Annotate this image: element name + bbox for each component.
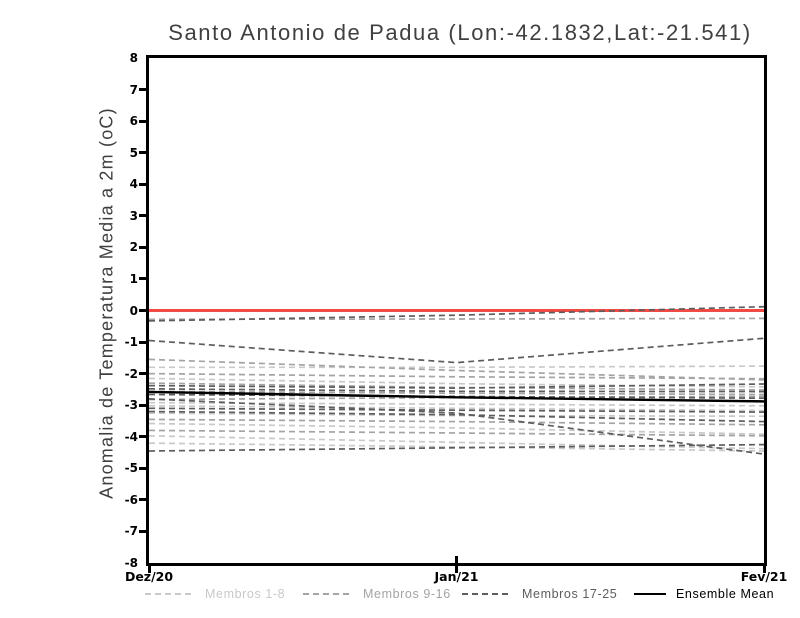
y-tick-label: -8 [124, 556, 138, 570]
y-tick-mark [139, 182, 148, 186]
chart-title: Santo Antonio de Padua (Lon:-42.1832,Lat… [168, 20, 752, 45]
legend-label: Membros 1-8 [205, 587, 286, 601]
legend-label: Ensemble Mean [676, 587, 775, 601]
y-tick-label: -3 [124, 398, 138, 413]
y-tick-mark [139, 372, 148, 376]
member-line [149, 393, 764, 400]
y-tick-mark [139, 214, 148, 218]
x-inner-tick [455, 556, 458, 563]
member-line [149, 422, 764, 436]
legend-label: Membros 9-16 [363, 587, 451, 601]
y-tick-label: -4 [124, 429, 138, 444]
member-line [149, 418, 764, 426]
y-tick-mark [139, 340, 148, 344]
y-tick-label: -7 [124, 524, 138, 539]
y-tick-mark [139, 435, 148, 439]
member-line [149, 442, 764, 452]
y-tick-label: -2 [124, 366, 138, 381]
plot-area [146, 55, 767, 566]
y-tick-label: 4 [129, 177, 138, 192]
dashed-line-sample-icon [462, 593, 512, 595]
x-tick-mark [147, 566, 151, 573]
member-line [149, 410, 764, 423]
y-tick-mark [139, 277, 148, 281]
legend-item-membros-9-16: Membros 9-16 [303, 587, 451, 601]
x-tick-label: Fev/21 [740, 569, 788, 584]
member-line [149, 390, 764, 396]
x-tick-label: Jan/21 [434, 569, 479, 584]
member-line [149, 398, 764, 455]
dashed-line-sample-icon [145, 593, 195, 595]
y-tick-label: -6 [124, 492, 138, 507]
member-line [149, 387, 764, 393]
member-line [149, 429, 764, 437]
y-tick-mark [139, 309, 148, 312]
dashed-line-sample-icon [303, 593, 353, 595]
member-line [149, 412, 764, 418]
member-line [149, 404, 764, 412]
member-line [149, 383, 764, 389]
y-tick-label: 0 [129, 303, 138, 318]
y-tick-mark [139, 245, 148, 249]
y-tick-label: 3 [129, 208, 138, 223]
member-line [149, 443, 764, 452]
member-line [149, 305, 764, 322]
legend-item-membros-17-25: Membros 17-25 [462, 587, 617, 601]
y-tick-label: 2 [129, 240, 138, 255]
member-line [149, 407, 764, 413]
y-tick-label: 8 [129, 51, 138, 65]
member-line [149, 365, 764, 369]
member-line [149, 337, 764, 364]
member-line [149, 434, 764, 450]
member-line [149, 358, 764, 381]
y-tick-label: 1 [129, 271, 138, 286]
legend-item-membros-1-8: Membros 1-8 [145, 587, 285, 601]
y-tick-label: 6 [129, 114, 138, 129]
y-tick-label: 5 [129, 145, 138, 160]
y-tick-mark [139, 119, 148, 123]
y-tick-mark [139, 466, 148, 470]
y-tick-mark [139, 529, 148, 533]
solid-line-sample-icon [634, 593, 666, 595]
member-line [149, 372, 764, 380]
legend-label: Membros 17-25 [522, 587, 618, 601]
chart-canvas [149, 305, 764, 563]
y-tick-label: 7 [129, 82, 138, 97]
x-tick-mark [455, 566, 458, 573]
legend: Membros 1-8 Membros 9-16 Membros 17-25 E… [0, 587, 800, 609]
y-tick-mark [139, 498, 148, 502]
member-line [149, 382, 764, 391]
x-tick-mark [762, 566, 766, 573]
y-tick-mark [139, 403, 148, 407]
y-tick-label: -5 [124, 461, 138, 476]
ensemble-mean-line [149, 390, 764, 403]
x-tick-label: Dez/20 [124, 569, 174, 584]
y-tick-mark [139, 151, 148, 155]
y-tick-label: -1 [124, 335, 138, 350]
y-tick-mark [139, 88, 148, 92]
legend-item-ensemble-mean: Ensemble Mean [634, 587, 774, 601]
